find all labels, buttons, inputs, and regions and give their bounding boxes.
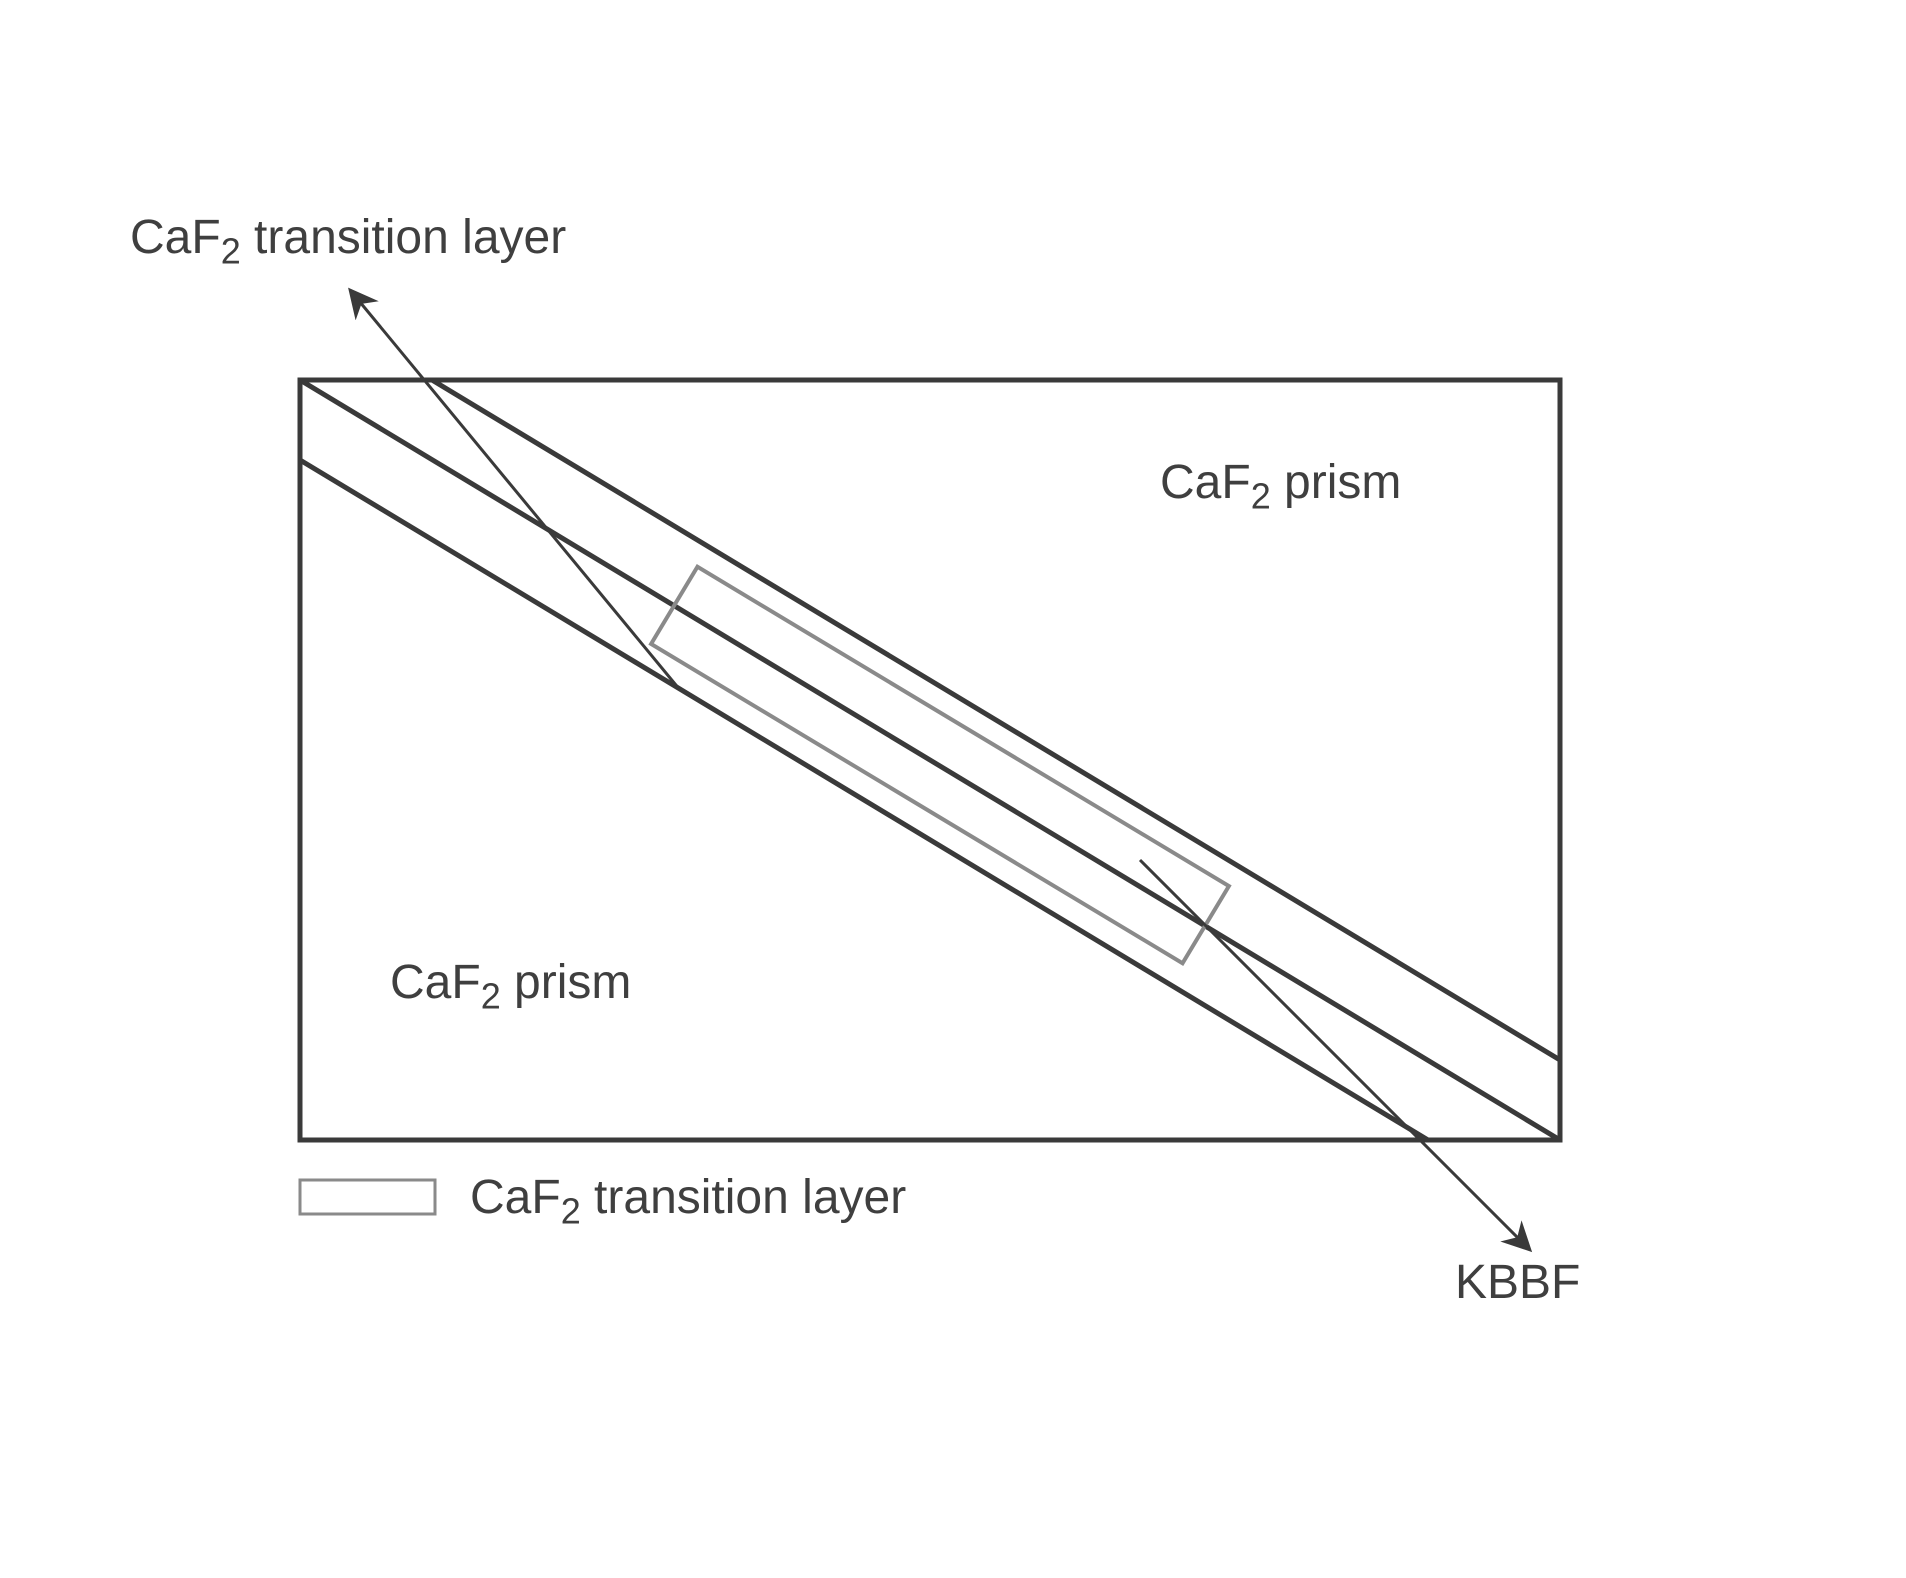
upper-prism-label-text: CaF2 prism <box>1160 456 1401 509</box>
lower-prism-label: CaF2 prism <box>390 955 631 1018</box>
legend-swatch <box>300 1180 435 1214</box>
kbbf-label: KBBF <box>1455 1255 1580 1310</box>
lower-prism-label-text: CaF2 prism <box>390 956 631 1009</box>
top-transition-label: CaF2 transition layer <box>130 210 566 273</box>
upper-prism-label: CaF2 prism <box>1160 455 1401 518</box>
kbbf-arrow <box>1140 860 1530 1250</box>
diagram-canvas: CaF2 transition layer CaF2 prism CaF2 pr… <box>0 0 1906 1578</box>
top-transition-label-text: CaF2 transition layer <box>130 211 566 264</box>
kbbf-label-text: KBBF <box>1455 1256 1580 1309</box>
slab-edge-lower <box>300 460 1428 1140</box>
legend-label-text: CaF2 transition layer <box>470 1171 906 1224</box>
top-label-arrow <box>350 290 680 690</box>
legend-label: CaF2 transition layer <box>470 1170 906 1233</box>
